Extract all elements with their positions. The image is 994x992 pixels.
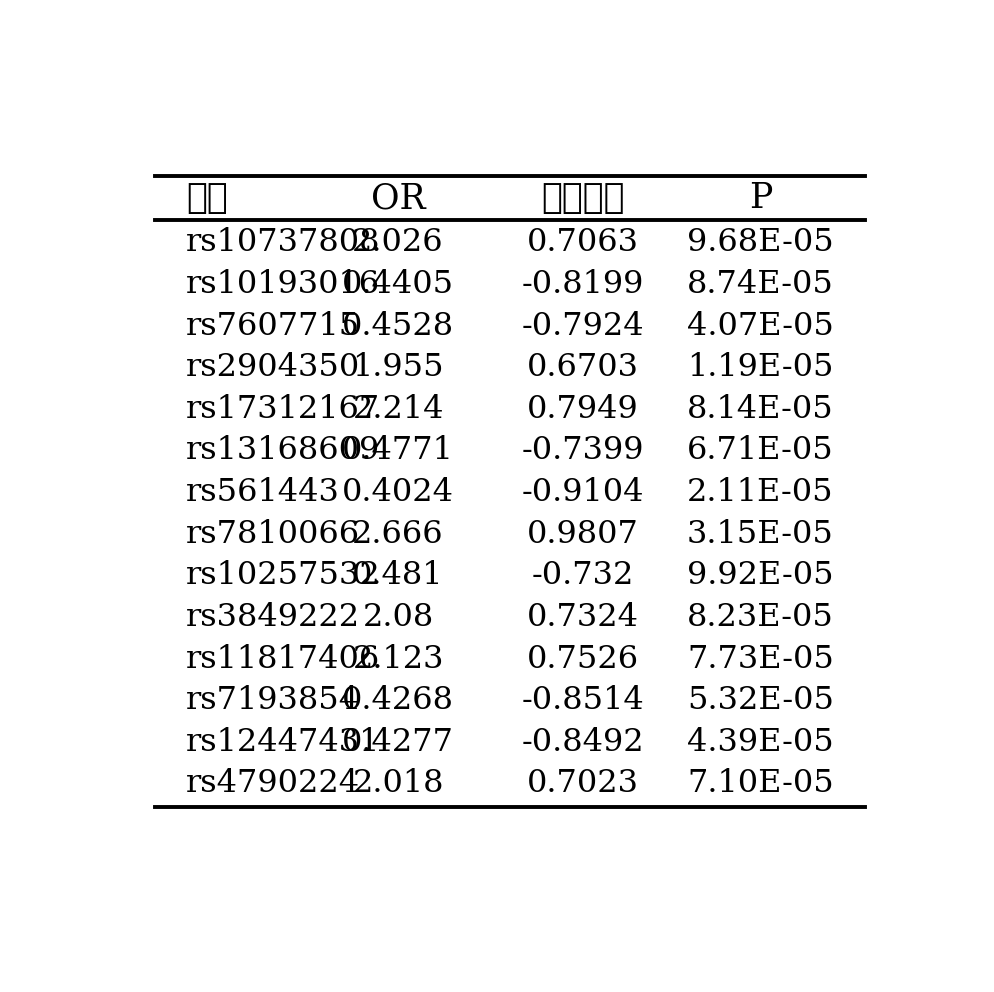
- Text: 8.74E-05: 8.74E-05: [687, 269, 833, 300]
- Text: -0.7924: -0.7924: [522, 310, 644, 341]
- Text: 9.68E-05: 9.68E-05: [687, 227, 833, 258]
- Text: rs11817406: rs11817406: [186, 644, 380, 675]
- Text: 4.39E-05: 4.39E-05: [687, 727, 833, 758]
- Text: -0.7399: -0.7399: [522, 435, 644, 466]
- Text: 0.7324: 0.7324: [527, 602, 638, 633]
- Text: rs3849222: rs3849222: [186, 602, 360, 633]
- Text: 8.23E-05: 8.23E-05: [687, 602, 833, 633]
- Text: 0.4771: 0.4771: [342, 435, 453, 466]
- Text: 7.73E-05: 7.73E-05: [687, 644, 833, 675]
- Text: -0.8492: -0.8492: [522, 727, 644, 758]
- Text: 1.955: 1.955: [352, 352, 443, 383]
- Text: rs4790224: rs4790224: [186, 769, 360, 800]
- Text: 0.7526: 0.7526: [527, 644, 638, 675]
- Text: 0.6703: 0.6703: [527, 352, 638, 383]
- Text: 2.018: 2.018: [352, 769, 443, 800]
- Text: 9.92E-05: 9.92E-05: [687, 560, 833, 591]
- Text: rs10193016: rs10193016: [186, 269, 380, 300]
- Text: 0.7949: 0.7949: [527, 394, 638, 425]
- Text: 回归系数: 回归系数: [541, 182, 624, 215]
- Text: P: P: [748, 182, 771, 215]
- Text: -0.8199: -0.8199: [522, 269, 644, 300]
- Text: rs12447431: rs12447431: [186, 727, 380, 758]
- Text: 0.4268: 0.4268: [342, 685, 453, 716]
- Text: 4.07E-05: 4.07E-05: [687, 310, 833, 341]
- Text: OR: OR: [371, 182, 425, 215]
- Text: 7.10E-05: 7.10E-05: [687, 769, 833, 800]
- Text: 2.123: 2.123: [352, 644, 443, 675]
- Text: -0.8514: -0.8514: [521, 685, 644, 716]
- Text: 0.4528: 0.4528: [342, 310, 453, 341]
- Text: 0.9807: 0.9807: [527, 519, 638, 550]
- Text: -0.732: -0.732: [532, 560, 634, 591]
- Text: rs10737808: rs10737808: [186, 227, 380, 258]
- Text: 位点: 位点: [186, 182, 228, 215]
- Text: rs7810066: rs7810066: [186, 519, 360, 550]
- Text: 8.14E-05: 8.14E-05: [687, 394, 833, 425]
- Text: 1.19E-05: 1.19E-05: [687, 352, 833, 383]
- Text: 0.4277: 0.4277: [342, 727, 453, 758]
- Text: -0.9104: -0.9104: [522, 477, 644, 508]
- Text: 0.7063: 0.7063: [527, 227, 638, 258]
- Text: 2.666: 2.666: [352, 519, 443, 550]
- Text: rs7193854: rs7193854: [186, 685, 360, 716]
- Text: 5.32E-05: 5.32E-05: [687, 685, 833, 716]
- Text: 2.026: 2.026: [352, 227, 443, 258]
- Text: 0.7023: 0.7023: [527, 769, 638, 800]
- Text: 6.71E-05: 6.71E-05: [687, 435, 833, 466]
- Text: 0.4024: 0.4024: [342, 477, 453, 508]
- Text: 2.214: 2.214: [352, 394, 443, 425]
- Text: rs13168609: rs13168609: [186, 435, 380, 466]
- Text: rs10257532: rs10257532: [186, 560, 381, 591]
- Text: 0.4405: 0.4405: [342, 269, 453, 300]
- Text: rs2904350: rs2904350: [186, 352, 360, 383]
- Text: rs7607715: rs7607715: [186, 310, 360, 341]
- Text: 2.11E-05: 2.11E-05: [687, 477, 833, 508]
- Text: 0.481: 0.481: [352, 560, 443, 591]
- Text: 2.08: 2.08: [362, 602, 433, 633]
- Text: 3.15E-05: 3.15E-05: [687, 519, 833, 550]
- Text: rs561443: rs561443: [186, 477, 340, 508]
- Text: rs17312167: rs17312167: [186, 394, 380, 425]
